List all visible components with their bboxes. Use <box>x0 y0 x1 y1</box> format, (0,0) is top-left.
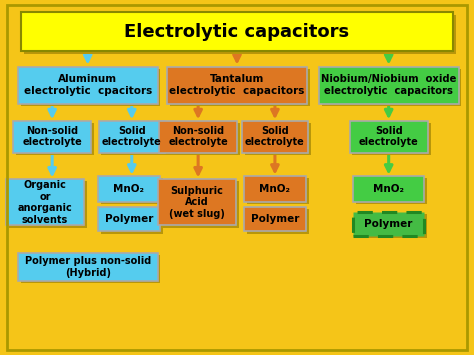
FancyBboxPatch shape <box>353 212 424 236</box>
Text: Polymer: Polymer <box>251 214 299 224</box>
FancyBboxPatch shape <box>13 121 91 153</box>
Text: Organic
or
anorganic
solvents: Organic or anorganic solvents <box>18 180 73 225</box>
Text: Electrolytic capacitors: Electrolytic capacitors <box>125 23 349 41</box>
FancyBboxPatch shape <box>160 181 238 228</box>
FancyBboxPatch shape <box>321 69 461 106</box>
Text: Non-solid
electrolyte: Non-solid electrolyte <box>22 126 82 147</box>
FancyBboxPatch shape <box>349 121 428 153</box>
FancyBboxPatch shape <box>101 209 163 234</box>
FancyBboxPatch shape <box>157 179 236 225</box>
Text: Sulphuric
Acid
(wet slug): Sulphuric Acid (wet slug) <box>169 186 225 219</box>
Text: Solid
electrolyte: Solid electrolyte <box>359 126 419 147</box>
FancyBboxPatch shape <box>159 121 237 153</box>
FancyBboxPatch shape <box>356 214 427 238</box>
FancyBboxPatch shape <box>319 67 459 104</box>
Text: Niobium/Niobium  oxide
electrolytic  capacitors: Niobium/Niobium oxide electrolytic capac… <box>321 75 456 96</box>
FancyBboxPatch shape <box>21 255 160 283</box>
Text: MnO₂: MnO₂ <box>373 184 404 194</box>
FancyBboxPatch shape <box>352 123 430 155</box>
FancyBboxPatch shape <box>9 181 87 228</box>
FancyBboxPatch shape <box>245 123 311 155</box>
Text: MnO₂: MnO₂ <box>113 184 145 194</box>
FancyBboxPatch shape <box>242 121 308 153</box>
Text: Tantalum
electrolytic  capacitors: Tantalum electrolytic capacitors <box>169 75 305 96</box>
FancyBboxPatch shape <box>167 67 307 104</box>
FancyBboxPatch shape <box>356 178 427 204</box>
FancyBboxPatch shape <box>353 176 424 202</box>
FancyBboxPatch shape <box>162 123 240 155</box>
FancyBboxPatch shape <box>247 209 309 234</box>
Text: Polymer: Polymer <box>105 214 153 224</box>
Text: Solid
electrolyte: Solid electrolyte <box>102 126 162 147</box>
Text: Non-solid
electrolyte: Non-solid electrolyte <box>168 126 228 147</box>
Text: Polymer: Polymer <box>365 219 413 229</box>
FancyBboxPatch shape <box>247 178 309 204</box>
Text: MnO₂: MnO₂ <box>259 184 291 194</box>
FancyBboxPatch shape <box>18 67 157 104</box>
FancyBboxPatch shape <box>21 12 453 51</box>
FancyBboxPatch shape <box>16 123 94 155</box>
FancyBboxPatch shape <box>6 179 84 225</box>
FancyBboxPatch shape <box>101 178 163 204</box>
Text: Aluminum
electrolytic  cpacitors: Aluminum electrolytic cpacitors <box>24 75 152 96</box>
FancyBboxPatch shape <box>101 123 168 155</box>
FancyBboxPatch shape <box>24 15 456 54</box>
Text: Solid
electrolyte: Solid electrolyte <box>245 126 305 147</box>
FancyBboxPatch shape <box>18 253 157 281</box>
FancyBboxPatch shape <box>170 69 310 106</box>
FancyBboxPatch shape <box>244 176 306 202</box>
FancyBboxPatch shape <box>244 207 306 231</box>
Text: Polymer plus non-solid
(Hybrid): Polymer plus non-solid (Hybrid) <box>25 256 151 278</box>
FancyBboxPatch shape <box>99 121 165 153</box>
FancyBboxPatch shape <box>21 69 160 106</box>
FancyBboxPatch shape <box>98 176 160 202</box>
FancyBboxPatch shape <box>98 207 160 231</box>
